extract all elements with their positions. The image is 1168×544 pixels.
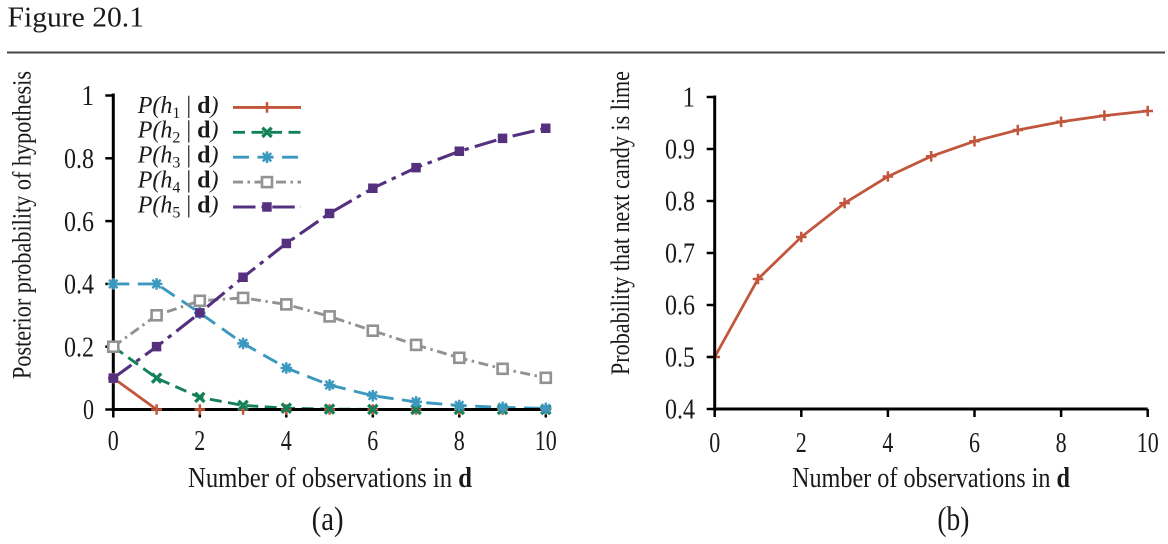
svg-text:Number of observations in d: Number of observations in d <box>792 463 1070 494</box>
svg-text:0.5: 0.5 <box>665 342 695 374</box>
svg-text:4: 4 <box>882 427 893 459</box>
svg-text:2: 2 <box>194 425 205 457</box>
svg-text:0.7: 0.7 <box>665 238 695 270</box>
svg-text:0.4: 0.4 <box>64 269 94 301</box>
svg-text:6: 6 <box>367 425 378 457</box>
svg-text:P(h3 | d): P(h3 | d) <box>137 143 219 172</box>
svg-text:0.8: 0.8 <box>64 143 94 175</box>
svg-text:0: 0 <box>108 425 119 457</box>
svg-text:P(h1 | d): P(h1 | d) <box>137 93 219 122</box>
svg-text:6: 6 <box>969 427 980 459</box>
svg-text:0: 0 <box>709 427 720 459</box>
svg-text:0.6: 0.6 <box>64 206 94 238</box>
svg-text:8: 8 <box>1056 427 1067 459</box>
svg-text:0.4: 0.4 <box>665 394 695 426</box>
svg-text:Figure 20.1: Figure 20.1 <box>8 3 145 34</box>
svg-text:Number of observations in d: Number of observations in d <box>188 463 472 494</box>
svg-text:Probability that next candy is: Probability that next candy is lime <box>606 71 635 375</box>
svg-text:(b): (b) <box>937 501 969 538</box>
svg-text:2: 2 <box>796 427 807 459</box>
svg-text:0.8: 0.8 <box>665 186 695 218</box>
svg-text:1: 1 <box>683 82 696 114</box>
svg-text:0.2: 0.2 <box>64 331 94 363</box>
svg-text:P(h5 | d): P(h5 | d) <box>137 192 219 221</box>
svg-text:4: 4 <box>281 425 292 457</box>
svg-text:10: 10 <box>535 425 557 457</box>
svg-text:8: 8 <box>454 425 465 457</box>
svg-text:0.6: 0.6 <box>665 290 695 322</box>
svg-text:P(h4 | d): P(h4 | d) <box>137 168 219 197</box>
svg-text:(a): (a) <box>312 501 344 538</box>
svg-text:0.9: 0.9 <box>665 134 695 166</box>
svg-text:Posterior probability of hypot: Posterior probability of hypothesis <box>8 71 37 379</box>
svg-text:10: 10 <box>1137 427 1159 459</box>
svg-text:1: 1 <box>82 80 95 112</box>
svg-text:0: 0 <box>83 394 94 426</box>
svg-text:P(h2 | d): P(h2 | d) <box>137 118 219 147</box>
